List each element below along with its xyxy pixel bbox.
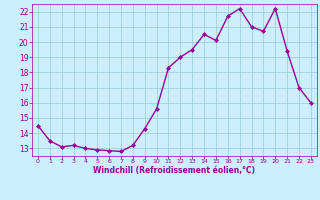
X-axis label: Windchill (Refroidissement éolien,°C): Windchill (Refroidissement éolien,°C) bbox=[93, 166, 255, 175]
